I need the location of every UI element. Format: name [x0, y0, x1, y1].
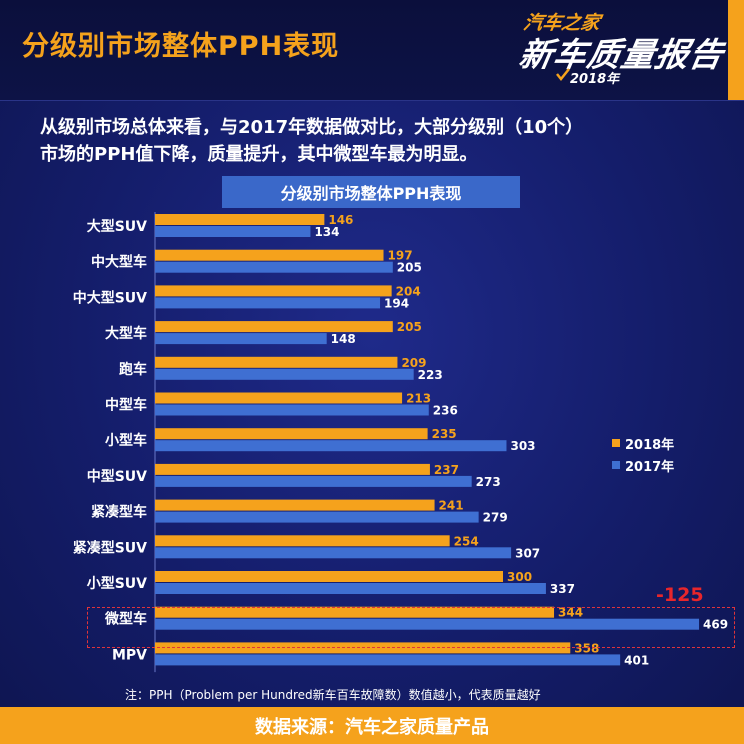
bar-2018 — [155, 356, 398, 368]
bar-2018 — [155, 249, 384, 261]
data-label-2018: 205 — [397, 320, 422, 334]
legend-item-2018: 2018年 — [612, 432, 722, 454]
bar-2018 — [155, 214, 325, 225]
data-label-2018: 235 — [432, 427, 457, 441]
data-label-2017: 337 — [550, 582, 575, 596]
data-label-2018: 197 — [388, 249, 413, 263]
bar-2018 — [155, 392, 403, 404]
bar-2018 — [155, 285, 392, 297]
data-label-2018: 358 — [574, 641, 599, 655]
intro-line-2: 市场的PPH值下降，质量提升，其中微型车最为明显。 — [40, 144, 478, 165]
data-label-2017: 205 — [397, 261, 422, 275]
category-label: 大型车 — [105, 325, 147, 342]
category-label: MPV — [112, 647, 147, 663]
bar-2017 — [155, 226, 311, 237]
category-label: 中大型车 — [91, 254, 147, 271]
data-label-2018: 344 — [558, 606, 583, 620]
data-label-2018: 300 — [507, 570, 532, 584]
footnote: 注：PPH（Problem per Hundred新车百车故障数）数值越小，代表… — [125, 688, 541, 702]
category-label: 中大型SUV — [73, 289, 147, 306]
bar-2017 — [155, 261, 393, 273]
accent-bar — [728, 0, 744, 100]
bar-2017 — [155, 404, 429, 416]
category-label: 小型车 — [105, 432, 147, 449]
legend-label-2017: 2017年 — [625, 459, 675, 475]
chart-title: 分级别市场整体PPH表现 — [222, 176, 520, 208]
logo-line3: 2018年 — [570, 72, 620, 87]
bar-2018 — [155, 535, 450, 547]
data-label-2017: 303 — [510, 439, 535, 453]
footer: 数据来源：汽车之家质量产品 — [0, 707, 744, 744]
data-label-2017: 401 — [624, 653, 649, 667]
check-icon — [556, 68, 570, 82]
data-label-2017: 236 — [433, 404, 458, 418]
difference-annotation: -125 — [656, 584, 704, 606]
legend-swatch-2018 — [612, 439, 620, 447]
data-label-2017: 148 — [331, 332, 356, 346]
bar-2018 — [155, 606, 555, 618]
data-label-2018: 254 — [454, 534, 479, 548]
bar-2017 — [155, 440, 507, 452]
page-title: 分级别市场整体PPH表现 — [22, 31, 340, 62]
bar-2018 — [155, 428, 428, 440]
legend-item-2017: 2017年 — [612, 454, 722, 476]
data-label-2017: 194 — [384, 296, 409, 310]
data-label-2018: 237 — [434, 463, 459, 477]
bar-2017 — [155, 368, 414, 380]
brand-logo: 汽车之家 新车质量报告 2018年 — [516, 8, 727, 90]
bar-2017 — [155, 583, 546, 594]
category-label: 紧凑型车 — [91, 504, 147, 521]
bar-2018 — [155, 463, 430, 475]
intro-text: 从级别市场总体来看，与2017年数据做对比，大部分级别（10个） 市场的PPH值… — [40, 114, 720, 168]
intro-line-1: 从级别市场总体来看，与2017年数据做对比，大部分级别（10个） — [40, 117, 584, 138]
data-label-2017: 223 — [418, 368, 443, 382]
data-label-2018: 241 — [439, 499, 464, 513]
data-source: 数据来源：汽车之家质量产品 — [255, 716, 489, 738]
bar-2018 — [155, 571, 503, 582]
category-label: 大型SUV — [87, 218, 147, 235]
bar-2018 — [155, 499, 435, 511]
legend: 2018年 2017年 — [612, 432, 722, 476]
header: 分级别市场整体PPH表现 汽车之家 新车质量报告 2018年 — [0, 0, 744, 101]
data-label-2018: 209 — [401, 356, 426, 370]
category-label: 微型车 — [104, 611, 147, 628]
data-label-2018: 146 — [328, 213, 353, 227]
category-label: 中型车 — [105, 397, 147, 414]
data-label-2018: 204 — [396, 284, 421, 298]
data-label-2018: 213 — [406, 392, 431, 406]
legend-swatch-2017 — [612, 461, 620, 469]
bar-2017 — [155, 511, 479, 523]
category-label: 中型SUV — [87, 468, 147, 485]
bar-2017 — [155, 654, 621, 666]
data-label-2017: 469 — [703, 618, 728, 632]
data-label-2017: 273 — [476, 475, 501, 489]
data-label-2017: 307 — [515, 546, 540, 560]
bar-2017 — [155, 618, 700, 630]
highlight-box — [87, 607, 735, 648]
data-label-2017: 134 — [314, 225, 339, 239]
data-label-2017: 279 — [483, 511, 508, 525]
bar-2018 — [155, 321, 393, 333]
bar-2017 — [155, 547, 512, 559]
bar-2017 — [155, 475, 472, 487]
category-label: 小型SUV — [87, 575, 147, 592]
category-label: 紧凑型SUV — [73, 539, 147, 556]
category-label: 跑车 — [119, 361, 147, 378]
bar-2017 — [155, 297, 381, 309]
bar-2017 — [155, 333, 327, 345]
legend-label-2018: 2018年 — [625, 437, 675, 453]
